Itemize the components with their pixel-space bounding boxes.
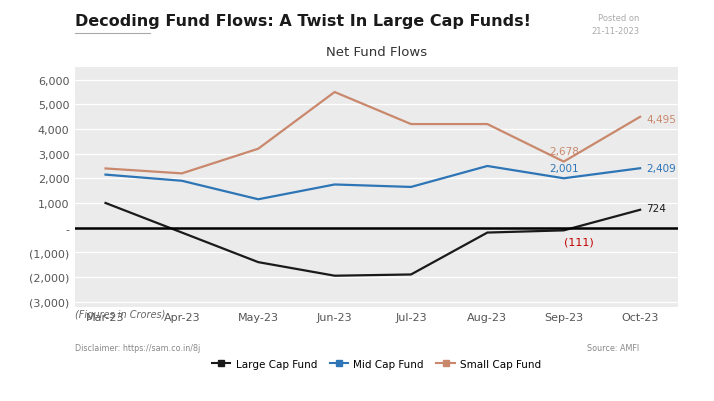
Text: 2,001: 2,001	[549, 164, 578, 173]
Legend: Large Cap Fund, Mid Cap Fund, Small Cap Fund: Large Cap Fund, Mid Cap Fund, Small Cap …	[208, 355, 545, 373]
Text: Net Fund Flows: Net Fund Flows	[326, 46, 427, 59]
Text: #SAMSHOTS: #SAMSHOTS	[18, 371, 123, 385]
Text: Source: AMFI: Source: AMFI	[587, 343, 639, 352]
Text: Disclaimer: https://sam.co.in/8j: Disclaimer: https://sam.co.in/8j	[75, 343, 200, 352]
Text: (Figures in Crores): (Figures in Crores)	[75, 310, 166, 320]
Text: (111): (111)	[564, 237, 594, 247]
Text: 4,495: 4,495	[646, 115, 676, 125]
Text: Posted on
21-11-2023: Posted on 21-11-2023	[591, 14, 639, 35]
Text: 2,678: 2,678	[549, 147, 578, 157]
Text: 2,409: 2,409	[646, 164, 676, 174]
Text: 724: 724	[646, 203, 666, 213]
Text: Decoding Fund Flows: A Twist In Large Cap Funds!: Decoding Fund Flows: A Twist In Large Ca…	[75, 14, 531, 29]
Text: ¥SAMCO: ¥SAMCO	[626, 371, 696, 385]
